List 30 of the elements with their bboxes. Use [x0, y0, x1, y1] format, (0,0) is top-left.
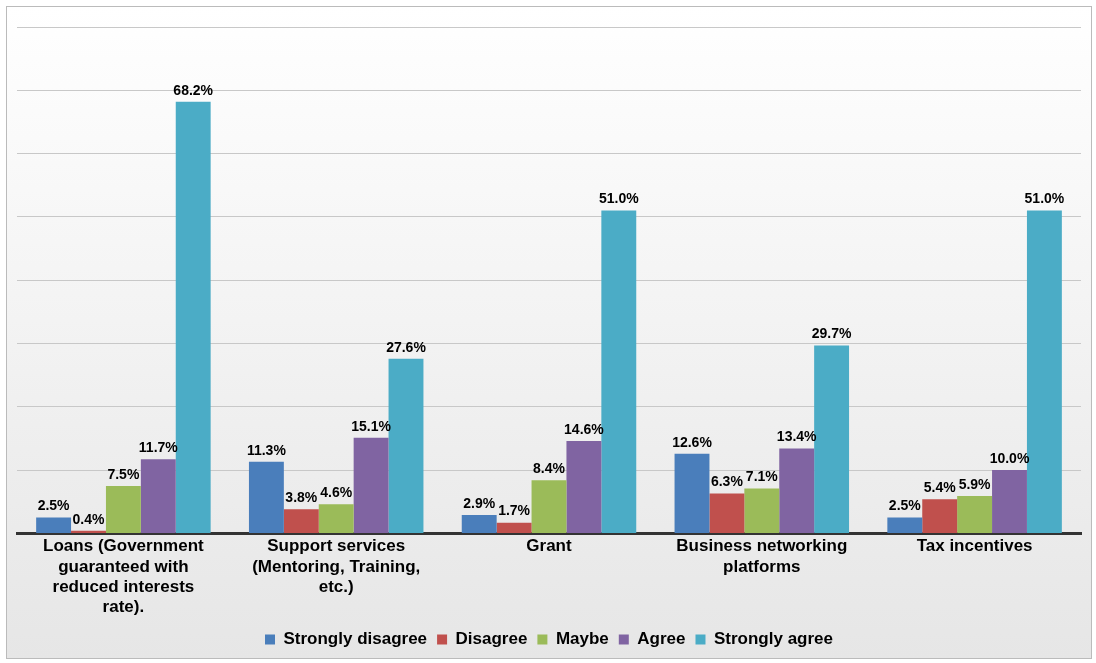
- data-label: 5.4%: [923, 479, 957, 496]
- data-label: 6.3%: [710, 473, 744, 490]
- data-label: 2.5%: [37, 497, 71, 514]
- legend-label: Disagree: [455, 629, 528, 649]
- x-tick-label: Support services (Mentoring, Training, etc.): [252, 536, 421, 597]
- data-label: 12.6%: [672, 433, 713, 450]
- data-label: 5.9%: [958, 475, 992, 492]
- legend-label: Agree: [637, 629, 686, 649]
- legend-label: Maybe: [555, 629, 609, 649]
- data-label: 29.7%: [811, 325, 852, 342]
- data-label: 3.8%: [285, 489, 318, 506]
- data-label: 1.7%: [498, 502, 531, 519]
- data-label: 68.2%: [173, 81, 214, 98]
- legend-label: Strongly agree: [713, 629, 834, 649]
- data-label: 7.1%: [745, 468, 779, 485]
- x-tick-label: Tax incentives: [916, 536, 1033, 556]
- x-tick-label: Business networking platforms: [676, 536, 848, 576]
- data-label: 51.0%: [1024, 190, 1065, 207]
- data-label: 11.3%: [246, 441, 287, 458]
- x-tick-label: Loans (Government guaranteed with reduced interests rate).: [43, 536, 205, 617]
- data-label: 4.6%: [320, 484, 353, 501]
- data-label: 0.4%: [72, 510, 105, 527]
- data-label: 2.9%: [463, 494, 496, 511]
- data-label: 51.0%: [598, 190, 640, 207]
- legend-label: Strongly disagree: [283, 629, 428, 649]
- data-label: 8.4%: [533, 460, 566, 477]
- x-tick-label: Grant: [526, 536, 573, 556]
- data-label: 27.6%: [386, 338, 427, 355]
- data-label: 7.5%: [107, 465, 140, 482]
- data-label: 2.5%: [888, 497, 922, 514]
